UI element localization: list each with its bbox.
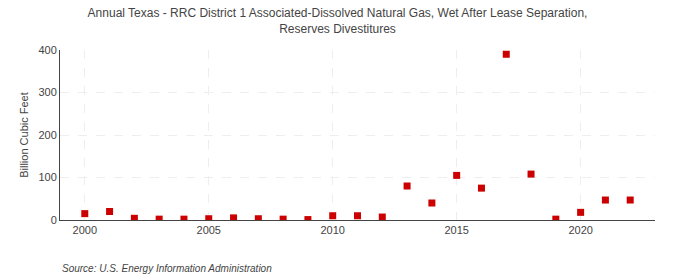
svg-text:Annual Texas - RRC District 1: Annual Texas - RRC District 1 Associated… [88, 6, 588, 36]
svg-text:Billion Cubic Feet: Billion Cubic Feet [18, 92, 30, 178]
svg-text:300: 300 [38, 86, 56, 98]
svg-text:2015: 2015 [444, 224, 468, 236]
svg-text:2005: 2005 [197, 224, 221, 236]
svg-text:200: 200 [38, 129, 56, 141]
svg-text:2010: 2010 [320, 224, 344, 236]
svg-text:0: 0 [51, 214, 57, 226]
svg-text:100: 100 [38, 171, 56, 183]
svg-text:Source: U.S. Energy Informatio: Source: U.S. Energy Information Administ… [62, 263, 272, 274]
svg-text:2000: 2000 [73, 224, 97, 236]
svg-text:400: 400 [38, 44, 56, 56]
svg-text:2020: 2020 [568, 224, 592, 236]
